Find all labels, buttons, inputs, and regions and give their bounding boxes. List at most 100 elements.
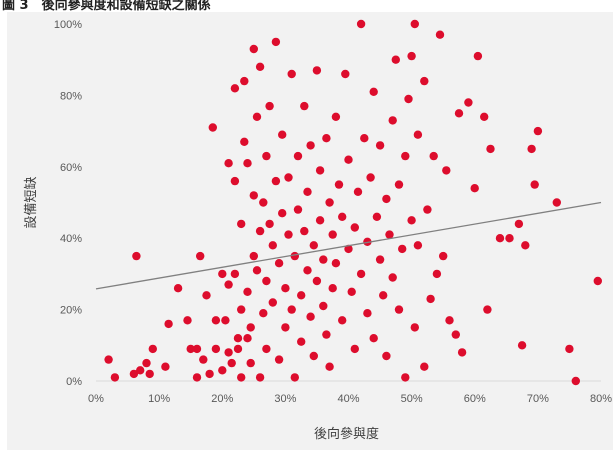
- data-point: [319, 301, 328, 311]
- data-point: [432, 269, 442, 279]
- data-point: [394, 305, 404, 314]
- data-point: [233, 344, 243, 354]
- data-point: [413, 241, 423, 250]
- data-point: [287, 69, 296, 79]
- data-point: [338, 212, 347, 221]
- x-tick-label: 0%: [88, 393, 104, 405]
- data-point: [278, 130, 287, 139]
- data-point: [454, 109, 464, 118]
- data-point: [278, 209, 287, 218]
- y-tick-label: 80%: [60, 90, 82, 102]
- data-point: [259, 198, 268, 207]
- data-point: [255, 226, 265, 236]
- data-point: [132, 251, 141, 261]
- data-point: [338, 316, 347, 325]
- data-point: [334, 180, 344, 189]
- data-point: [552, 198, 561, 207]
- data-point: [237, 305, 246, 314]
- data-point: [104, 355, 113, 364]
- data-point: [483, 305, 492, 314]
- data-point: [420, 76, 429, 86]
- data-point: [208, 123, 217, 132]
- data-point: [303, 266, 312, 275]
- data-point: [199, 355, 208, 364]
- data-point: [309, 241, 318, 250]
- data-point: [593, 276, 602, 286]
- data-point: [439, 251, 448, 261]
- data-point: [293, 151, 303, 161]
- data-point: [161, 362, 170, 371]
- data-point: [470, 184, 479, 193]
- data-point: [221, 316, 230, 325]
- data-point: [457, 348, 467, 357]
- data-point: [398, 244, 407, 254]
- data-point: [312, 66, 322, 75]
- data-point: [533, 126, 543, 136]
- data-point: [249, 191, 258, 200]
- data-point: [322, 134, 331, 143]
- data-point: [297, 337, 306, 346]
- y-tick-labels: 0% 20% 40% 60% 80% 100%: [54, 19, 82, 388]
- data-point: [148, 344, 157, 354]
- data-point: [271, 176, 281, 186]
- data-point: [341, 69, 350, 79]
- data-point: [530, 180, 539, 189]
- data-point: [426, 294, 435, 304]
- y-tick-label: 40%: [60, 233, 82, 245]
- data-point: [293, 205, 303, 214]
- data-points: [104, 19, 602, 386]
- data-point: [521, 241, 530, 250]
- data-point: [306, 141, 315, 150]
- x-tick-label: 70%: [527, 393, 549, 405]
- data-point: [218, 366, 227, 375]
- data-point: [218, 269, 227, 279]
- data-point: [224, 280, 233, 289]
- data-point: [259, 309, 268, 318]
- data-point: [230, 176, 240, 186]
- x-tick-label: 60%: [464, 393, 486, 405]
- y-axis-title: 設備短缺: [23, 176, 39, 228]
- data-point: [202, 291, 211, 300]
- data-point: [240, 137, 249, 146]
- data-point: [407, 216, 416, 225]
- data-point: [306, 312, 315, 321]
- data-point: [328, 230, 337, 239]
- data-point: [445, 316, 454, 325]
- data-point: [451, 330, 460, 339]
- data-point: [347, 287, 356, 296]
- data-point: [183, 316, 192, 325]
- data-point: [262, 276, 271, 286]
- data-point: [255, 62, 265, 71]
- data-point: [369, 87, 378, 97]
- data-point: [262, 344, 271, 354]
- data-point: [369, 334, 378, 343]
- data-point: [527, 144, 536, 154]
- data-point: [319, 255, 328, 264]
- y-tick-label: 60%: [60, 162, 82, 174]
- data-point: [363, 309, 372, 318]
- data-point: [356, 269, 366, 279]
- data-point: [363, 237, 372, 246]
- y-tick-label: 20%: [60, 305, 82, 317]
- figure-caption: 圖 3 後向參與度和設備短缺之關係: [2, 0, 211, 13]
- data-point: [565, 344, 574, 354]
- x-tick-label: 30%: [274, 393, 296, 405]
- data-point: [571, 376, 580, 386]
- data-point: [473, 51, 483, 61]
- data-point: [331, 112, 341, 122]
- data-point: [252, 112, 262, 122]
- data-point: [356, 19, 366, 29]
- x-tick-labels: 0% 10% 20% 30% 40% 50% 60% 70% 80%: [88, 393, 612, 405]
- data-point: [243, 334, 252, 343]
- x-tick-label: 40%: [337, 393, 359, 405]
- data-point: [268, 241, 277, 250]
- data-point: [360, 134, 369, 143]
- data-point: [237, 219, 246, 229]
- data-point: [379, 291, 388, 300]
- data-point: [442, 166, 451, 175]
- data-point: [375, 255, 385, 264]
- data-point: [401, 151, 410, 161]
- data-point: [300, 226, 309, 236]
- data-point: [297, 291, 306, 300]
- data-point: [281, 323, 290, 332]
